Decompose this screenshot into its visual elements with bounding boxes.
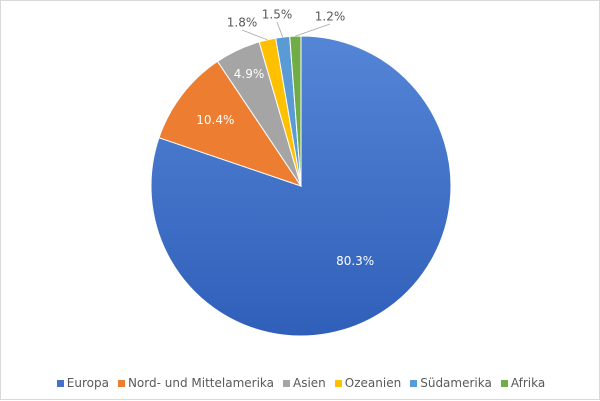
leader-line-afrika [295, 23, 331, 37]
legend-swatch-afrika [500, 379, 508, 387]
pie-slice-nord-und-mittelamerika [158, 60, 303, 187]
legend-item-ozeanien: Ozeanien [334, 376, 402, 390]
legend-swatch-europa [56, 379, 64, 387]
leader-line-ozeanien [241, 29, 268, 41]
data-label-asien: 4.9% [234, 67, 265, 81]
leader-line-suedamerika [276, 21, 284, 38]
data-label-afrika: 1.2% [315, 10, 346, 24]
legend-item-suedamerika: Südamerika [410, 376, 492, 390]
legend-label-asien: Asien [293, 376, 326, 390]
pie-slice-afrika [289, 35, 302, 187]
legend-item-nord-und-mittelamerika: Nord- und Mittelamerika [117, 376, 274, 390]
legend: Europa Nord- und Mittelamerika Asien Ozeani… [1, 373, 600, 393]
legend-swatch-suedamerika [410, 379, 418, 387]
data-label-ozeanien: 1.8% [227, 16, 258, 30]
legend-swatch-nord-und-mittelamerika [117, 379, 125, 387]
data-label-nord-und-mittelamerika: 10.4% [196, 113, 234, 127]
data-label-suedamerika: 1.5% [262, 8, 293, 22]
legend-label-europa: Europa [66, 376, 109, 390]
legend-swatch-ozeanien [334, 379, 342, 387]
pie-slice-europa [150, 35, 452, 337]
legend-item-asien: Asien [283, 376, 326, 390]
legend-label-afrika: Afrika [510, 376, 546, 390]
data-label-europa: 80.3% [336, 254, 374, 268]
legend-swatch-asien [283, 379, 290, 387]
legend-label-ozeanien: Ozeanien [344, 376, 402, 390]
legend-label-nord-und-mittelamerika: Nord- und Mittelamerika [127, 376, 274, 390]
legend-item-afrika: Afrika [500, 376, 546, 390]
legend-label-suedamerika: Südamerika [420, 376, 492, 390]
legend-item-europa: Europa [56, 376, 109, 390]
